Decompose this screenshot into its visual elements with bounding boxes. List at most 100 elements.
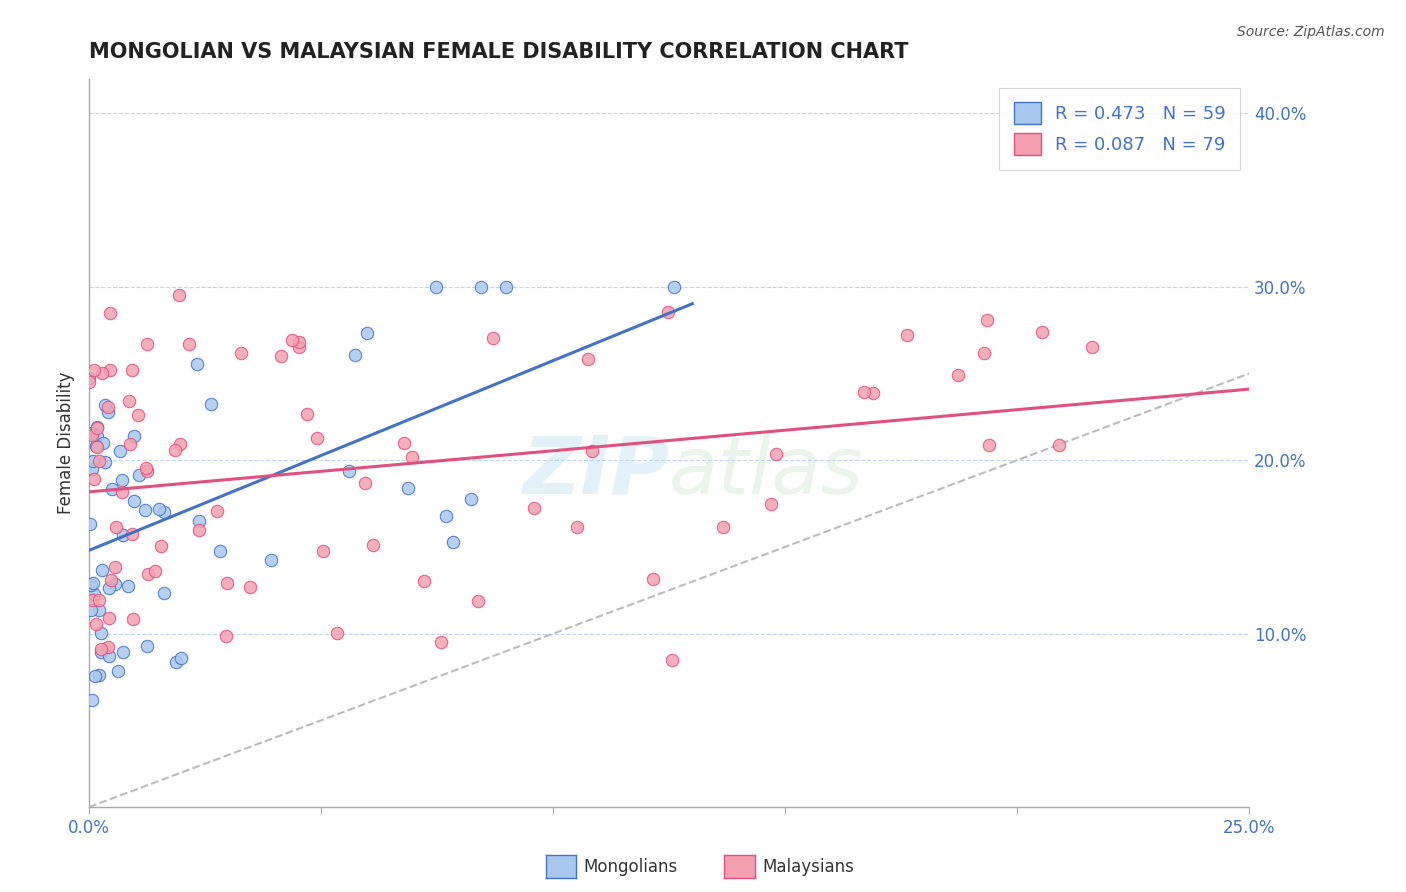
Point [205,504,228,518]
Point [86,419,108,434]
Point [280,333,302,347]
Point [108,444,131,458]
Point [413,574,436,588]
Point [111,474,134,488]
Point [179,337,201,351]
Point [576,352,599,367]
Point [186,357,208,371]
Point [401,450,423,464]
Point [79,516,101,531]
Point [495,279,517,293]
Point [711,520,734,534]
Text: Source: ZipAtlas.com: Source: ZipAtlas.com [1237,25,1385,39]
Point [98,581,121,595]
Point [208,543,231,558]
Point [86,421,108,435]
Point [356,326,378,340]
Point [111,485,134,500]
Point [425,279,447,293]
Point [121,527,143,541]
Point [979,438,1001,452]
Text: Mongolians: Mongolians [583,858,678,876]
Point [1031,325,1053,339]
Point [135,639,157,653]
Point [98,363,121,377]
Point [97,400,120,414]
Point [148,502,170,516]
Point [460,491,482,506]
Point [124,494,146,508]
Point [80,426,103,441]
Point [170,651,193,665]
Point [973,345,995,359]
Point [80,427,103,442]
Point [150,539,173,553]
Point [312,544,335,558]
Point [118,436,141,450]
Point [862,386,884,401]
Point [353,476,375,491]
Point [215,629,238,643]
Point [89,603,111,617]
Point [288,340,311,354]
Point [641,572,664,586]
Point [83,472,105,486]
Point [344,347,367,361]
Point [107,665,129,679]
Point [93,398,115,412]
Point [87,667,110,681]
Point [84,669,107,683]
Point [138,566,160,581]
Point [295,407,318,421]
Point [82,454,104,468]
Point [136,337,159,351]
Point [111,528,134,542]
Point [288,335,311,350]
Point [90,645,112,659]
Point [661,652,683,666]
Point [96,405,118,419]
Point [77,375,100,389]
Point [87,454,110,468]
Point [896,328,918,343]
Point [98,306,121,320]
Point [122,428,145,442]
Point [135,461,157,475]
Point [467,594,489,608]
Point [853,385,876,400]
Point [97,649,120,664]
Point [104,520,127,534]
Point [307,431,329,445]
Point [434,509,457,524]
Point [121,363,143,377]
Point [239,581,262,595]
Y-axis label: Female Disability: Female Disability [58,372,75,514]
Point [91,436,114,450]
Point [396,481,419,495]
Point [169,288,191,302]
Text: atlas: atlas [669,433,863,511]
Point [430,635,453,649]
Point [153,585,176,599]
Point [90,641,112,656]
Point [100,573,122,587]
Point [394,436,416,450]
Point [565,520,588,534]
Point [188,514,211,528]
Point [98,611,121,625]
Point [470,279,492,293]
Point [581,444,603,458]
Point [1080,340,1102,354]
Text: Malaysians: Malaysians [762,858,853,876]
Point [135,464,157,478]
Point [523,501,546,516]
Point [79,370,101,384]
Point [118,393,141,408]
Point [759,497,782,511]
Point [361,537,384,551]
Point [87,593,110,607]
Point [91,563,114,577]
Point [104,559,127,574]
Point [134,503,156,517]
Point [80,693,103,707]
